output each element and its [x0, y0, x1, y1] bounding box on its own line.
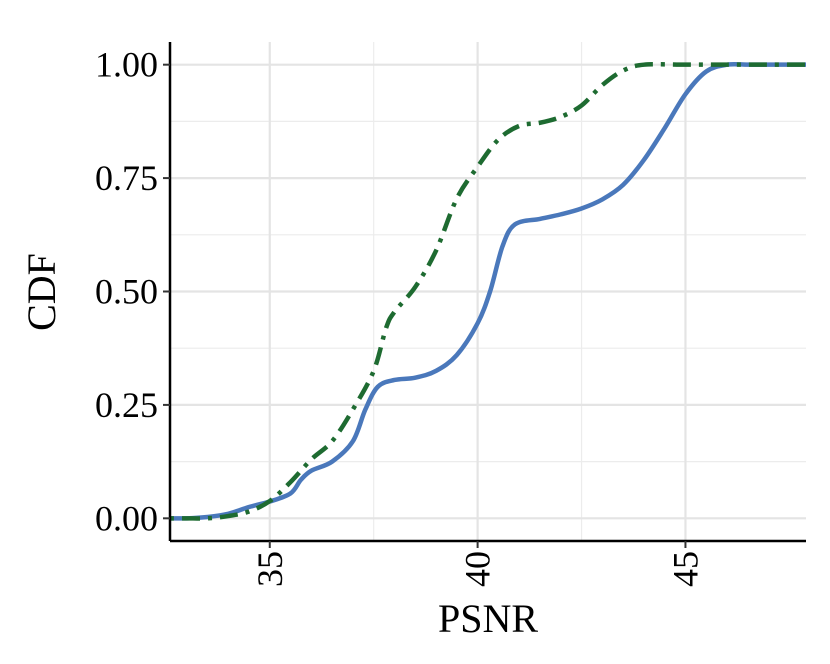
series-lines — [170, 61, 806, 521]
y-axis-title: CDF — [19, 253, 64, 331]
series-line-1 — [170, 61, 806, 521]
series-line-2 — [170, 61, 806, 521]
y-tick-label: 0.00 — [95, 498, 158, 538]
x-tick-label: 45 — [665, 551, 705, 587]
x-axis-title: PSNR — [438, 596, 538, 641]
y-tick-label: 0.25 — [95, 385, 158, 425]
x-tick-label: 35 — [250, 551, 290, 587]
x-tick-label: 40 — [458, 551, 498, 587]
tick-labels: 0.00 0.25 0.50 0.75 1.00 35 40 45 — [95, 45, 705, 587]
y-tick-label: 1.00 — [95, 45, 158, 85]
axes — [163, 42, 806, 548]
y-tick-label: 0.50 — [95, 272, 158, 312]
y-tick-label: 0.75 — [95, 158, 158, 198]
